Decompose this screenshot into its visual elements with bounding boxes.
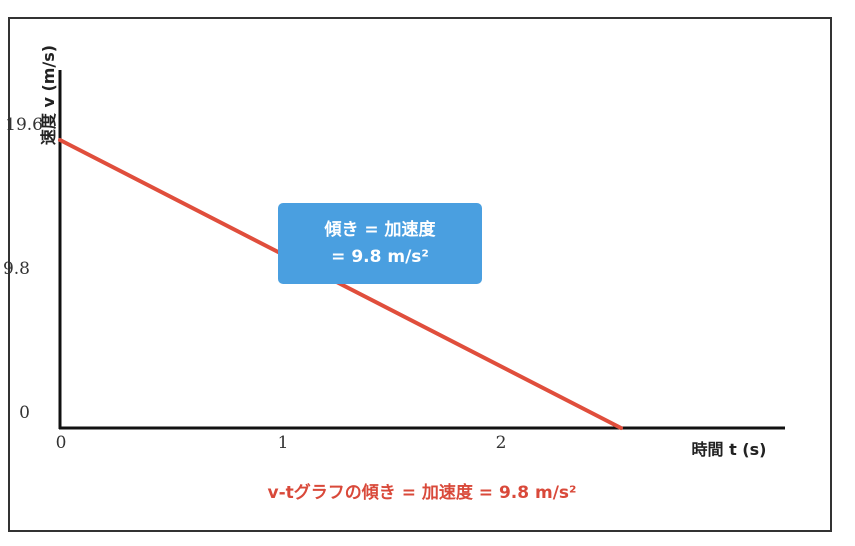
x-tick-label: 0 (56, 433, 67, 453)
annotation-line-1: 傾き = 加速度 (323, 219, 436, 240)
y-tick-label: 0 (19, 403, 30, 423)
y-tick-label: 19.6 (5, 115, 43, 135)
y-tick-label: 9.8 (3, 259, 30, 279)
annotation-box (278, 203, 482, 284)
x-tick-label: 2 (496, 433, 507, 453)
annotation-line-2: = 9.8 m/s² (331, 247, 429, 267)
x-tick-label: 1 (278, 433, 289, 453)
chart-caption: v-tグラフの傾き = 加速度 = 9.8 m/s² (268, 482, 577, 503)
x-axis-title: 時間 t (s) (692, 440, 767, 459)
y-axis-title: 速度 v (m/s) (39, 45, 58, 145)
